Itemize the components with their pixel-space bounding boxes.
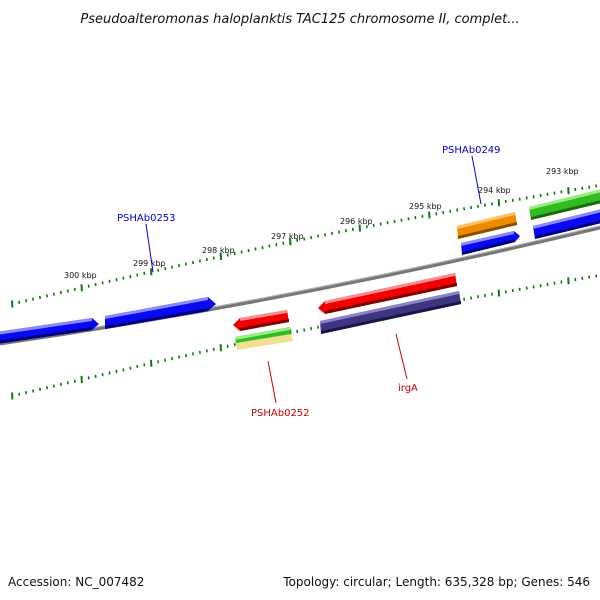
outer-tick-row bbox=[11, 184, 598, 308]
gene-feature-pshab0249-orange[interactable] bbox=[457, 212, 517, 239]
leader-line-irga bbox=[395, 333, 408, 380]
tick-label-293: 293 kbp bbox=[546, 167, 579, 176]
gene-feature-blue-far-right[interactable] bbox=[533, 207, 600, 239]
leader-line-pshab0253 bbox=[145, 223, 154, 273]
map-title: Pseudoalteromonas haloplanktis TAC125 ch… bbox=[80, 12, 519, 27]
accession-text: Accession: NC_007482 bbox=[8, 575, 144, 589]
genome-summary-text: Topology: circular; Length: 635,328 bp; … bbox=[282, 575, 590, 589]
gene-feature-blue-right[interactable] bbox=[461, 231, 520, 255]
tick-label-294: 294 kbp bbox=[478, 186, 511, 195]
leader-line-pshab0252 bbox=[267, 360, 277, 404]
tick-label-296: 296 kbp bbox=[340, 217, 373, 226]
tick-label-298: 298 kbp bbox=[202, 246, 235, 255]
gene-feature-irga-purple[interactable] bbox=[320, 291, 461, 334]
tick-label-297: 297 kbp bbox=[271, 232, 304, 241]
gene-label-irga[interactable]: irgA bbox=[398, 383, 418, 394]
tick-label-299: 299 kbp bbox=[133, 259, 166, 268]
gene-feature-blue-left[interactable] bbox=[0, 318, 99, 345]
tick-label-300: 300 kbp bbox=[64, 271, 97, 280]
gene-feature-pshab0252[interactable] bbox=[233, 310, 289, 331]
gene-feature-pshab0253[interactable] bbox=[105, 297, 216, 329]
leader-line-pshab0249 bbox=[471, 155, 482, 205]
tick-label-295: 295 kbp bbox=[409, 202, 442, 211]
gene-label-pshab0249[interactable]: PSHAb0249 bbox=[442, 145, 501, 156]
gene-feature-irga-red[interactable] bbox=[318, 273, 457, 314]
gene-feature-yellow-small[interactable] bbox=[236, 334, 293, 350]
gene-label-pshab0253[interactable]: PSHAb0253 bbox=[117, 213, 176, 224]
gene-label-pshab0252[interactable]: PSHAb0252 bbox=[251, 408, 310, 419]
gene-feature-green-small[interactable] bbox=[235, 327, 291, 345]
gene-feature-green-right[interactable] bbox=[529, 187, 600, 220]
